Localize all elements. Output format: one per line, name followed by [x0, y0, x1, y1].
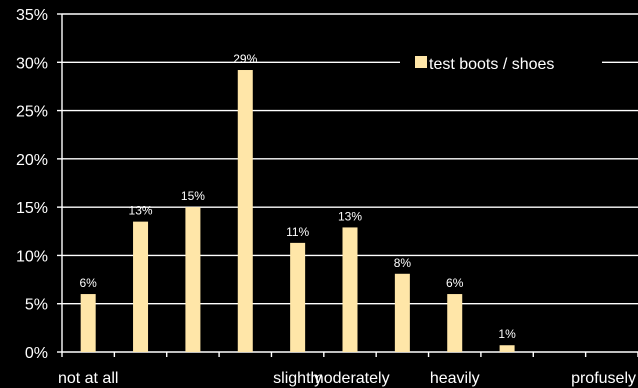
data-label: 8%: [394, 256, 412, 270]
y-tick-label: 10%: [16, 248, 48, 265]
data-label: 1%: [498, 327, 516, 341]
y-tick-label: 0%: [25, 345, 48, 362]
y-tick-labels: 0% 5% 10% 15% 20% 25% 30% 35%: [16, 7, 48, 362]
bar: [80, 294, 96, 352]
legend-swatch: [415, 56, 427, 68]
y-tick-label: 15%: [16, 200, 48, 217]
legend: test boots / shoes: [400, 50, 602, 76]
category-label: profusely: [571, 370, 636, 387]
data-label: 13%: [129, 204, 153, 218]
data-labels: 6% 13% 15% 29% 11% 13% 8% 6% 1%: [80, 52, 517, 341]
y-tick-label: 5%: [25, 297, 48, 314]
bar: [290, 242, 306, 352]
y-tick-label: 20%: [16, 152, 48, 169]
data-label: 6%: [80, 276, 98, 290]
data-label: 6%: [446, 276, 464, 290]
bar: [499, 345, 515, 352]
y-tick-label: 30%: [16, 55, 48, 72]
data-label: 15%: [181, 189, 205, 203]
category-label: moderately: [310, 370, 389, 387]
bar: [237, 70, 253, 353]
y-tick-label: 35%: [16, 7, 48, 24]
bar: [133, 221, 149, 352]
data-label: 11%: [286, 225, 309, 239]
bar: [394, 273, 410, 352]
category-label: not at all: [58, 370, 118, 387]
data-label: 13%: [338, 209, 362, 223]
bar: [447, 294, 463, 352]
legend-label: test boots / shoes: [429, 56, 554, 73]
bars: [80, 70, 515, 353]
data-label: 29%: [233, 52, 257, 66]
y-tick-label: 25%: [16, 104, 48, 121]
legend-background: [400, 50, 602, 76]
category-label: heavily: [430, 370, 480, 387]
bar: [342, 227, 358, 352]
category-label: slightly: [273, 370, 322, 387]
bar: [185, 207, 201, 352]
